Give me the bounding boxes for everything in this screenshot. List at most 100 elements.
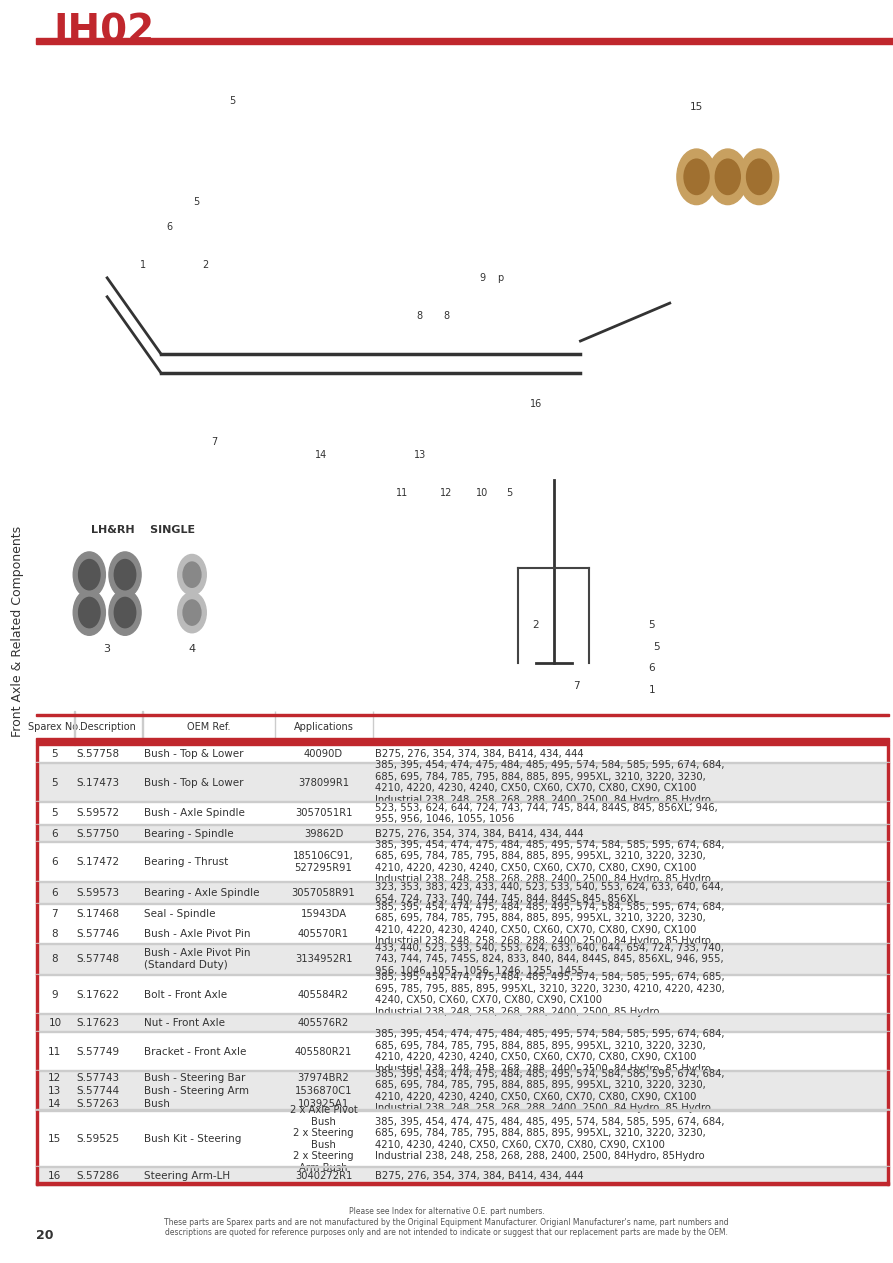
Bar bbox=[372, 711, 373, 745]
Bar bbox=[142, 711, 143, 745]
Text: 5: 5 bbox=[52, 808, 58, 818]
Text: S.57746: S.57746 bbox=[76, 930, 119, 938]
Bar bbox=[36, 1071, 38, 1110]
Circle shape bbox=[677, 149, 716, 205]
Circle shape bbox=[178, 592, 206, 633]
Text: IH02: IH02 bbox=[54, 13, 154, 51]
Circle shape bbox=[79, 597, 100, 628]
Circle shape bbox=[684, 159, 709, 195]
Text: 13: 13 bbox=[413, 450, 426, 460]
Text: 6: 6 bbox=[648, 663, 655, 673]
Text: Bush - Steering Arm: Bush - Steering Arm bbox=[144, 1086, 249, 1096]
Text: p: p bbox=[497, 273, 503, 283]
Bar bbox=[36, 842, 38, 882]
Text: 385, 395, 454, 474, 475, 484, 485, 495, 574, 584, 585, 595, 674, 684,
685, 695, : 385, 395, 454, 474, 475, 484, 485, 495, … bbox=[375, 1029, 725, 1074]
Text: S.57758: S.57758 bbox=[76, 749, 119, 759]
Bar bbox=[36, 745, 38, 763]
Text: S.17623: S.17623 bbox=[76, 1018, 119, 1028]
Text: 15: 15 bbox=[690, 102, 703, 112]
Bar bbox=[887, 1071, 889, 1110]
Bar bbox=[36, 1166, 889, 1167]
Text: 40090D: 40090D bbox=[304, 749, 343, 759]
Bar bbox=[36, 714, 889, 741]
Text: 3057058R91: 3057058R91 bbox=[292, 888, 355, 898]
Bar bbox=[36, 841, 889, 842]
Text: 12: 12 bbox=[48, 1072, 62, 1082]
Text: Bush: Bush bbox=[144, 1099, 170, 1109]
Text: S.17622: S.17622 bbox=[76, 989, 119, 999]
Text: 16: 16 bbox=[530, 399, 542, 409]
Text: Bush - Axle Spindle: Bush - Axle Spindle bbox=[144, 808, 245, 818]
Text: 5: 5 bbox=[506, 488, 512, 498]
Bar bbox=[887, 1167, 889, 1185]
Text: B275, 276, 354, 374, 384, B414, 434, 444: B275, 276, 354, 374, 384, B414, 434, 444 bbox=[375, 1171, 584, 1181]
Text: 4: 4 bbox=[188, 644, 196, 654]
Text: 2: 2 bbox=[532, 620, 539, 630]
Bar bbox=[36, 903, 889, 904]
Bar bbox=[36, 1013, 889, 1014]
Text: Bearing - Axle Spindle: Bearing - Axle Spindle bbox=[144, 888, 260, 898]
Bar bbox=[36, 904, 38, 943]
Bar bbox=[36, 802, 38, 825]
Text: 405580R21: 405580R21 bbox=[295, 1047, 352, 1057]
Bar bbox=[887, 825, 889, 842]
Text: 378099R1: 378099R1 bbox=[298, 778, 349, 788]
Text: S.57749: S.57749 bbox=[76, 1047, 119, 1057]
Bar bbox=[36, 975, 889, 1014]
Text: 3: 3 bbox=[104, 644, 111, 654]
Text: 6: 6 bbox=[52, 888, 58, 898]
Circle shape bbox=[747, 159, 772, 195]
Text: Bearing - Thrust: Bearing - Thrust bbox=[144, 858, 229, 868]
Bar bbox=[887, 1032, 889, 1071]
Text: 6: 6 bbox=[167, 222, 172, 232]
Text: 405576R2: 405576R2 bbox=[298, 1018, 349, 1028]
Bar bbox=[36, 825, 38, 842]
Text: S.57748: S.57748 bbox=[76, 955, 119, 964]
Text: 1536870C1: 1536870C1 bbox=[295, 1086, 353, 1096]
Text: 7: 7 bbox=[52, 909, 58, 919]
Bar bbox=[36, 880, 889, 882]
Bar bbox=[887, 975, 889, 1014]
Text: S.17473: S.17473 bbox=[76, 778, 119, 788]
Text: Description: Description bbox=[80, 722, 136, 733]
Text: 385, 395, 454, 474, 475, 484, 485, 495, 574, 584, 585, 595, 674, 684,
685, 695, : 385, 395, 454, 474, 475, 484, 485, 495, … bbox=[375, 1116, 725, 1161]
Text: Bush - Top & Lower: Bush - Top & Lower bbox=[144, 749, 244, 759]
Text: 1: 1 bbox=[140, 260, 146, 270]
Text: 8: 8 bbox=[444, 311, 449, 321]
Bar bbox=[36, 1110, 38, 1167]
Text: Bearing - Spindle: Bearing - Spindle bbox=[144, 829, 234, 839]
Bar bbox=[36, 943, 889, 975]
Bar bbox=[36, 714, 889, 716]
Text: Bush Kit - Steering: Bush Kit - Steering bbox=[144, 1134, 241, 1144]
Bar bbox=[36, 1014, 38, 1032]
Circle shape bbox=[183, 562, 201, 587]
Circle shape bbox=[109, 590, 141, 635]
Text: 10: 10 bbox=[476, 488, 488, 498]
Text: Bush - Axle Pivot Pin
(Standard Duty): Bush - Axle Pivot Pin (Standard Duty) bbox=[144, 949, 251, 970]
Bar bbox=[36, 763, 889, 802]
Text: 5: 5 bbox=[648, 620, 655, 630]
Bar bbox=[887, 745, 889, 763]
Text: 103925A1: 103925A1 bbox=[298, 1099, 349, 1109]
Bar bbox=[36, 741, 889, 745]
Bar bbox=[36, 745, 889, 763]
Bar bbox=[36, 825, 889, 842]
Text: B275, 276, 354, 374, 384, B414, 434, 444: B275, 276, 354, 374, 384, B414, 434, 444 bbox=[375, 829, 584, 839]
Text: 12: 12 bbox=[440, 488, 453, 498]
Text: 37974BR2: 37974BR2 bbox=[297, 1072, 349, 1082]
Text: Bush - Top & Lower: Bush - Top & Lower bbox=[144, 778, 244, 788]
Text: B275, 276, 354, 374, 384, B414, 434, 444: B275, 276, 354, 374, 384, B414, 434, 444 bbox=[375, 749, 584, 759]
Text: Steering Arm-LH: Steering Arm-LH bbox=[144, 1171, 230, 1181]
Text: S.57750: S.57750 bbox=[76, 829, 119, 839]
Bar bbox=[36, 974, 889, 975]
Text: Front Axle & Related Components: Front Axle & Related Components bbox=[12, 525, 24, 738]
Bar bbox=[36, 1167, 889, 1185]
Text: S.57744: S.57744 bbox=[76, 1086, 119, 1096]
Bar bbox=[887, 1110, 889, 1167]
Text: S.57743: S.57743 bbox=[76, 1072, 119, 1082]
Bar bbox=[36, 1070, 889, 1071]
Bar bbox=[36, 1109, 889, 1110]
Text: 16: 16 bbox=[48, 1171, 62, 1181]
Bar bbox=[887, 802, 889, 825]
Text: Applications: Applications bbox=[294, 722, 354, 733]
